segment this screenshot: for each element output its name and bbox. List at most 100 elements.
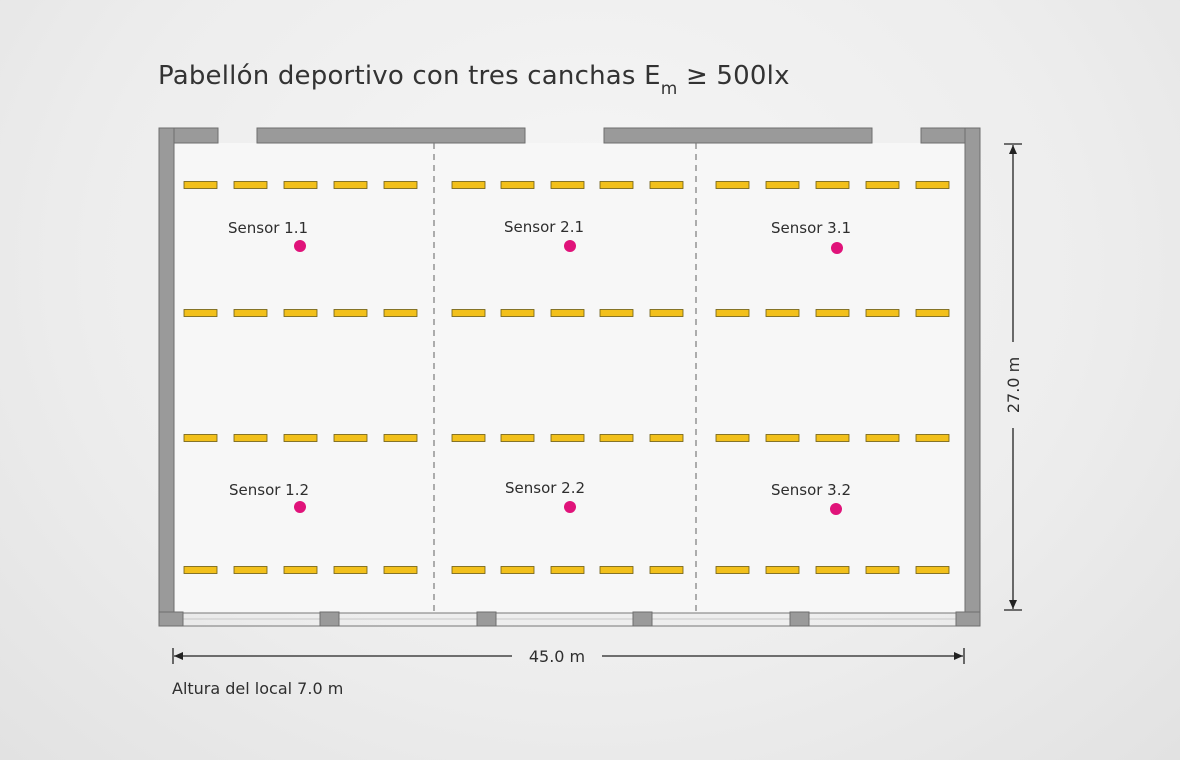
luminaire [233, 181, 268, 189]
luminaire [233, 434, 268, 442]
luminaire [765, 566, 800, 574]
luminaire [183, 566, 218, 574]
luminaires [183, 181, 950, 574]
luminaire [715, 434, 750, 442]
luminaire [765, 434, 800, 442]
luminaire [865, 181, 900, 189]
window-mullion [789, 611, 810, 627]
width-label: 45.0 m [529, 647, 585, 666]
luminaire [815, 566, 850, 574]
luminaire [865, 566, 900, 574]
luminaire [715, 309, 750, 317]
hall-floor [174, 143, 966, 613]
luminaire [815, 309, 850, 317]
luminaire [915, 566, 950, 574]
luminaire [451, 434, 486, 442]
luminaire [500, 434, 535, 442]
luminaire [383, 434, 418, 442]
luminaire [183, 181, 218, 189]
luminaire [550, 181, 585, 189]
luminaire [550, 566, 585, 574]
sensor-label: Sensor 2.2 [505, 479, 585, 497]
luminaire [283, 566, 318, 574]
luminaire [599, 309, 634, 317]
luminaire [233, 309, 268, 317]
luminaire [865, 434, 900, 442]
wall-top-center-left [256, 127, 526, 144]
sensor-label: Sensor 3.1 [771, 219, 851, 237]
hall-walls [158, 127, 981, 627]
luminaire [649, 434, 684, 442]
sensor-marker [830, 503, 842, 515]
luminaire [815, 181, 850, 189]
title-subscript: m [661, 79, 678, 99]
luminaire [715, 566, 750, 574]
sensor-1-1: Sensor 1.1 [228, 219, 308, 252]
wall-right [964, 127, 981, 627]
luminaire [383, 309, 418, 317]
luminaire [500, 566, 535, 574]
sensor-1-2: Sensor 1.2 [229, 481, 309, 513]
sensor-label: Sensor 2.1 [504, 218, 584, 236]
luminaire [451, 181, 486, 189]
luminaire [283, 181, 318, 189]
sensor-label: Sensor 1.1 [228, 219, 308, 237]
luminaire [333, 181, 368, 189]
luminaire [283, 434, 318, 442]
wall-bottom-left-post [158, 611, 184, 627]
luminaire [649, 309, 684, 317]
luminaire [765, 309, 800, 317]
luminaire [451, 309, 486, 317]
luminaire [333, 309, 368, 317]
luminaire [915, 434, 950, 442]
sensor-label: Sensor 1.2 [229, 481, 309, 499]
luminaire [183, 309, 218, 317]
window-mullion [632, 611, 653, 627]
luminaire [599, 434, 634, 442]
title-suffix: ≥ 500lx [678, 61, 790, 91]
luminaire [500, 181, 535, 189]
luminaire [383, 181, 418, 189]
sensor-2-2: Sensor 2.2 [505, 479, 585, 513]
wall-bottom-right-post [955, 611, 981, 627]
luminaire [915, 309, 950, 317]
sensor-marker [564, 240, 576, 252]
title-main: Pabellón deportivo con tres canchas E [158, 61, 661, 91]
luminaire [815, 434, 850, 442]
luminaire [233, 566, 268, 574]
sensor-label: Sensor 3.2 [771, 481, 851, 499]
luminaire [550, 309, 585, 317]
luminaire [599, 566, 634, 574]
sensor-marker [564, 501, 576, 513]
wall-top-center-right [603, 127, 873, 144]
luminaire [865, 309, 900, 317]
luminaire [599, 181, 634, 189]
luminaire [451, 566, 486, 574]
diagram-title: Pabellón deportivo con tres canchas Em ≥… [158, 61, 790, 99]
sensor-marker [294, 240, 306, 252]
luminaire [550, 434, 585, 442]
wall-left [158, 127, 175, 627]
luminaire [649, 181, 684, 189]
luminaire [649, 566, 684, 574]
depth-dimension: 27.0 m [1004, 143, 1023, 611]
luminaire [915, 181, 950, 189]
sensor-marker [831, 242, 843, 254]
sensor-marker [294, 501, 306, 513]
luminaire [765, 181, 800, 189]
width-dimension: 45.0 m [172, 647, 965, 666]
height-note: Altura del local 7.0 m [172, 679, 343, 698]
luminaire [500, 309, 535, 317]
window-mullion [319, 611, 340, 627]
sensor-3-2: Sensor 3.2 [771, 481, 851, 515]
luminaire [283, 309, 318, 317]
sensor-2-1: Sensor 2.1 [504, 218, 584, 252]
luminaire [715, 181, 750, 189]
window-mullion [476, 611, 497, 627]
luminaire [333, 566, 368, 574]
luminaire [333, 434, 368, 442]
depth-label: 27.0 m [1004, 357, 1023, 413]
luminaire [183, 434, 218, 442]
luminaire [383, 566, 418, 574]
